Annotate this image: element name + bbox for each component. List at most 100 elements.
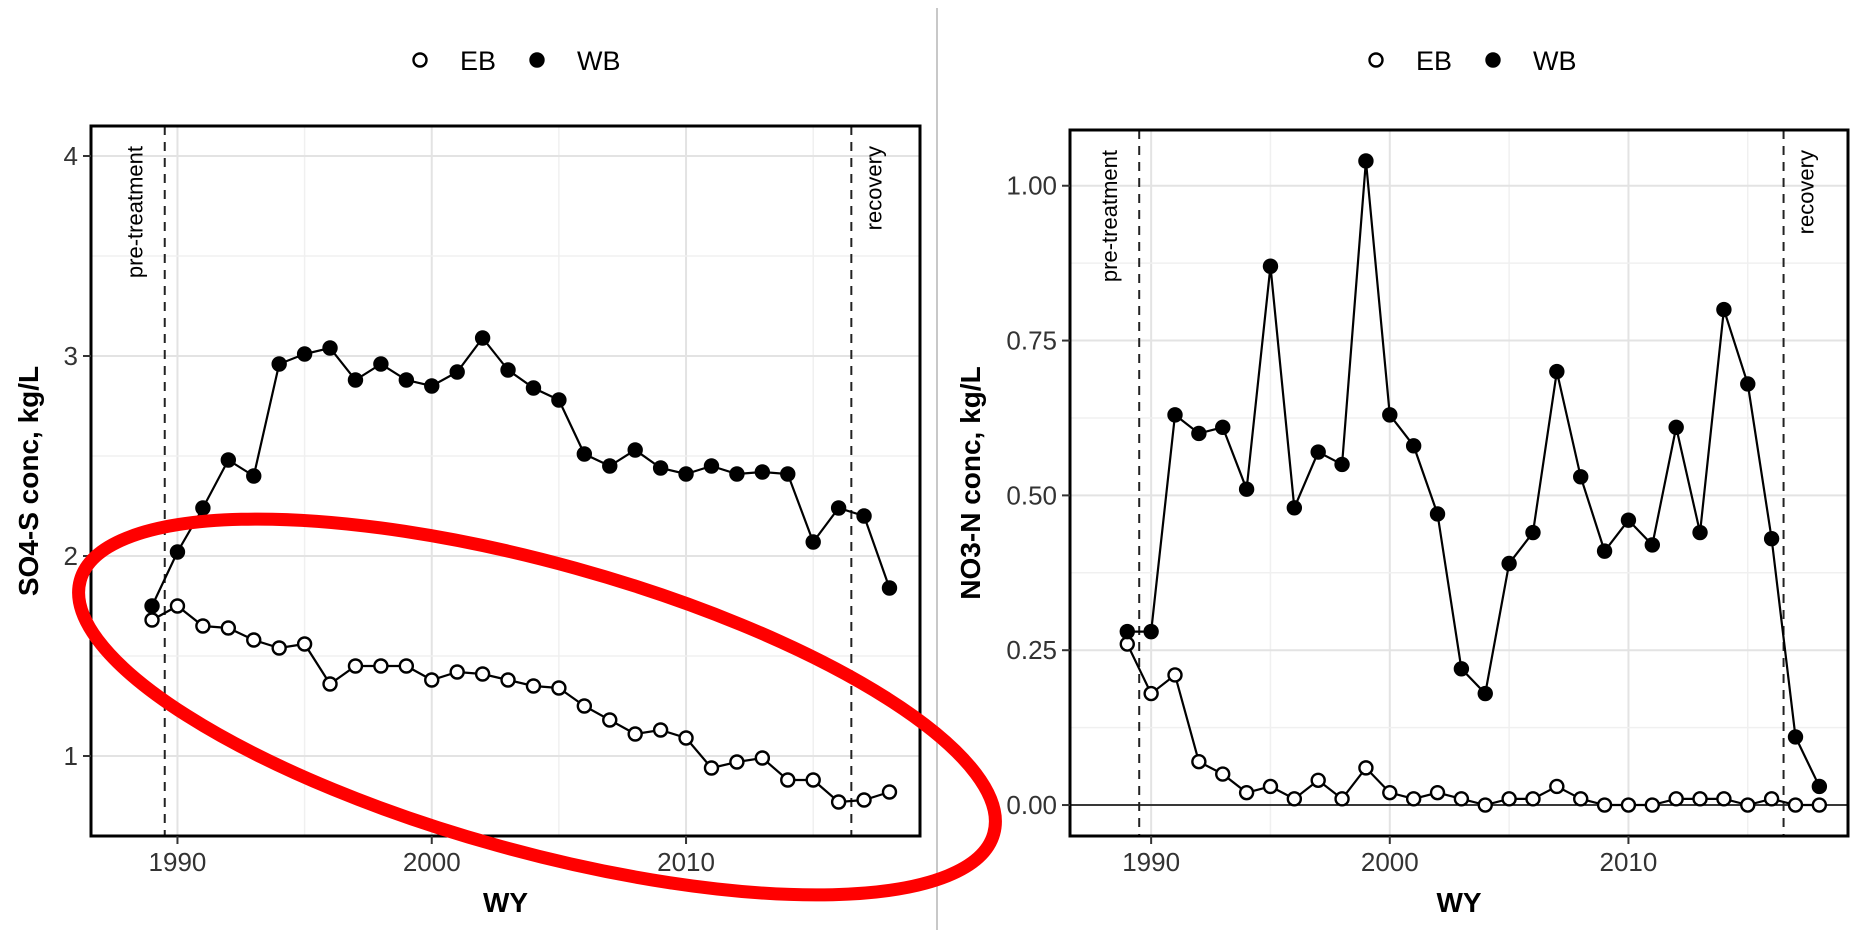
so4-eb-point bbox=[271, 640, 287, 656]
no3-series-wb-line bbox=[1127, 160, 1821, 787]
so4-legend-wb-label: WB bbox=[577, 46, 621, 76]
no3-x-tick-label: 1990 bbox=[1122, 847, 1180, 877]
no3-chart-panel: pre-treatment recovery 1990 2000 2010 0.00 0.2… bbox=[955, 46, 1850, 918]
no3-eb-point bbox=[1787, 797, 1804, 813]
no3-wb-point bbox=[1119, 623, 1135, 640]
no3-eb-point bbox=[1119, 636, 1135, 652]
no3-eb-point bbox=[1620, 797, 1637, 813]
no3-eb-point bbox=[1692, 791, 1708, 807]
so4-wb-point bbox=[551, 392, 567, 408]
so4-eb-point bbox=[881, 784, 898, 800]
so4-eb-point bbox=[398, 658, 415, 674]
so4-wb-point bbox=[856, 508, 872, 524]
no3-eb-point bbox=[1262, 778, 1279, 795]
so4-wb-point bbox=[322, 340, 338, 356]
so4-eb-point bbox=[525, 678, 542, 694]
red-highlight-ellipse bbox=[72, 512, 1002, 902]
no3-eb-point bbox=[1215, 766, 1231, 782]
no3-eb-point bbox=[1573, 791, 1589, 807]
no3-legend-wb-marker bbox=[1485, 52, 1501, 68]
no3-wb-point bbox=[1238, 481, 1255, 497]
so4-wb-point bbox=[881, 580, 898, 596]
so4-wb-point bbox=[398, 372, 415, 388]
so4-wb-point bbox=[296, 346, 313, 362]
no3-wb-point bbox=[1310, 444, 1326, 460]
no3-wb-point bbox=[1191, 425, 1207, 442]
no3-wb-point bbox=[1334, 456, 1350, 473]
so4-eb-point bbox=[373, 658, 389, 674]
no3-y-axis-title: NO3-N conc, kg/L bbox=[955, 366, 986, 599]
so4-plot-area bbox=[91, 126, 920, 836]
no3-eb-point bbox=[1453, 791, 1470, 807]
so4-wb-point bbox=[144, 598, 160, 614]
no3-wb-point bbox=[1286, 500, 1303, 516]
no3-wb-point bbox=[1382, 407, 1398, 423]
so4-wb-point bbox=[805, 534, 821, 550]
so4-eb-point bbox=[652, 722, 669, 738]
so4-eb-point bbox=[805, 772, 821, 788]
so4-wb-point bbox=[373, 356, 389, 372]
no3-wb-point bbox=[1668, 419, 1684, 435]
so4-y-tick-label: 1 bbox=[64, 741, 78, 771]
so4-eb-point bbox=[551, 680, 567, 696]
no3-wb-point bbox=[1692, 524, 1708, 541]
so4-eb-point bbox=[500, 672, 516, 688]
no3-y-tick-label: 0.50 bbox=[1006, 480, 1057, 510]
so4-legend-eb-marker bbox=[412, 52, 428, 68]
so4-wb-point bbox=[474, 330, 491, 346]
no3-eb-point bbox=[1286, 791, 1303, 807]
no3-wb-point bbox=[1525, 524, 1541, 541]
so4-eb-point bbox=[576, 698, 593, 714]
no3-y-tick-label: 0.00 bbox=[1006, 790, 1057, 820]
so4-legend-wb-marker bbox=[529, 52, 545, 68]
no3-wb-point bbox=[1787, 729, 1804, 745]
so4-wb-point bbox=[246, 468, 262, 484]
so4-y-axis-title: SO4-S conc, kg/L bbox=[13, 366, 44, 596]
no3-y-tick-label: 1.00 bbox=[1006, 171, 1057, 201]
no3-x-tick-label: 2000 bbox=[1361, 847, 1419, 877]
no3-wb-point bbox=[1405, 438, 1422, 454]
so4-legend-eb-label: EB bbox=[460, 46, 496, 76]
no3-legend-eb-label: EB bbox=[1416, 46, 1452, 76]
so4-eb-point bbox=[246, 632, 262, 648]
so4-wb-point bbox=[169, 544, 186, 560]
no3-wb-point bbox=[1501, 555, 1517, 572]
no3-eb-point bbox=[1334, 791, 1350, 807]
no3-wb-point bbox=[1716, 301, 1732, 318]
no3-eb-point bbox=[1477, 797, 1493, 813]
so4-eb-point bbox=[754, 750, 771, 766]
so4-eb-point bbox=[856, 792, 872, 808]
so4-eb-point bbox=[729, 754, 745, 770]
no3-legend-eb-marker bbox=[1368, 52, 1384, 68]
no3-eb-point bbox=[1501, 791, 1517, 807]
so4-x-tick-label: 2010 bbox=[657, 847, 715, 877]
no3-recovery-label: recovery bbox=[1794, 150, 1819, 234]
no3-wb-point bbox=[1763, 531, 1780, 547]
no3-eb-point bbox=[1310, 772, 1326, 788]
so4-eb-point bbox=[296, 636, 313, 652]
no3-eb-point bbox=[1167, 667, 1183, 683]
no3-eb-point bbox=[1644, 797, 1661, 813]
so4-y-tick-label: 4 bbox=[64, 141, 78, 171]
no3-eb-point bbox=[1143, 685, 1159, 702]
so4-eb-point bbox=[678, 730, 694, 746]
so4-panel-border bbox=[89, 124, 922, 838]
no3-eb-point bbox=[1716, 791, 1732, 807]
so4-wb-point bbox=[652, 460, 669, 476]
so4-eb-point bbox=[602, 712, 618, 728]
no3-plot-area bbox=[1070, 130, 1848, 836]
so4-wb-point bbox=[271, 356, 287, 372]
so4-y-tick-label: 2 bbox=[64, 541, 78, 571]
no3-y-tick-label: 0.75 bbox=[1006, 326, 1057, 356]
no3-eb-point bbox=[1191, 753, 1207, 770]
so4-eb-point bbox=[703, 760, 720, 776]
so4-wb-point bbox=[449, 364, 465, 380]
no3-eb-point bbox=[1763, 791, 1780, 807]
so4-eb-point bbox=[830, 794, 847, 810]
so4-wb-point bbox=[602, 458, 618, 474]
so4-wb-point bbox=[754, 464, 771, 480]
no3-wb-point bbox=[1596, 543, 1613, 559]
so4-recovery-label: recovery bbox=[861, 146, 886, 230]
so4-eb-point bbox=[220, 620, 237, 636]
